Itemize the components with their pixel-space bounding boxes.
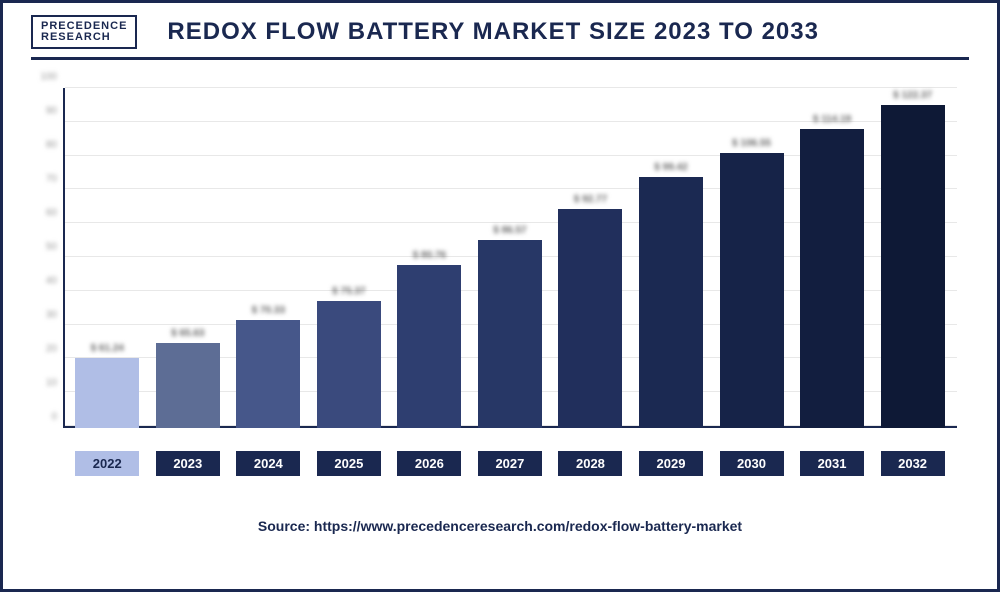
bar-value-label: $ 61.24: [91, 343, 124, 354]
chart-title: REDOX FLOW BATTERY MARKET SIZE 2023 TO 2…: [17, 18, 969, 46]
x-labels: 2022 2023 2024 2025 2026 2027 2028 2029 2030 2031…: [63, 438, 957, 478]
bar-group: $ 106.55: [716, 138, 788, 428]
x-label-box: 2028: [558, 451, 622, 476]
bar-group: $ 61.24: [71, 343, 143, 428]
x-label: 2024: [232, 438, 304, 478]
header: PRECEDENCE RESEARCH REDOX FLOW BATTERY M…: [3, 3, 997, 57]
x-label: 2032: [877, 438, 949, 478]
x-label-box: 2026: [397, 451, 461, 476]
bar: [800, 129, 864, 428]
x-label: 2030: [716, 438, 788, 478]
chart-container: PRECEDENCE RESEARCH REDOX FLOW BATTERY M…: [0, 0, 1000, 592]
y-tick-label: 100: [40, 72, 57, 83]
bar-value-label: $ 65.63: [171, 328, 204, 339]
bar-group: $ 122.37: [877, 90, 949, 428]
bar: [558, 209, 622, 428]
bar: [317, 301, 381, 429]
bar-group: $ 65.63: [152, 328, 224, 428]
bar-group: $ 86.57: [474, 225, 546, 428]
x-label-box: 2030: [720, 451, 784, 476]
bar: [720, 153, 784, 428]
divider: [31, 57, 969, 60]
bar: [881, 105, 945, 428]
y-tick-label: 10: [46, 378, 57, 389]
y-axis: 0102030405060708090100: [35, 88, 63, 428]
bar: [478, 240, 542, 428]
source-text: Source: https://www.precedenceresearch.c…: [3, 518, 997, 534]
y-tick-label: 90: [46, 106, 57, 117]
y-tick-label: 50: [46, 242, 57, 253]
x-label-box: 2029: [639, 451, 703, 476]
bar-value-label: $ 106.55: [732, 138, 771, 149]
x-label-box: 2032: [881, 451, 945, 476]
x-label: 2029: [635, 438, 707, 478]
bar-group: $ 114.19: [796, 114, 868, 428]
x-label: 2026: [393, 438, 465, 478]
bar: [639, 177, 703, 428]
x-label: 2023: [152, 438, 224, 478]
x-label: 2028: [554, 438, 626, 478]
bar-group: $ 70.33: [232, 305, 304, 428]
y-tick-label: 30: [46, 310, 57, 321]
x-label-box: 2022: [75, 451, 139, 476]
bar: [75, 358, 139, 428]
bar: [156, 343, 220, 428]
x-label: 2027: [474, 438, 546, 478]
x-label-box: 2023: [156, 451, 220, 476]
bar-value-label: $ 114.19: [813, 114, 851, 125]
x-label-box: 2031: [800, 451, 864, 476]
bar: [397, 265, 461, 428]
bar-group: $ 75.37: [313, 286, 385, 429]
bar: [236, 320, 300, 428]
bar-value-label: $ 75.37: [332, 286, 365, 297]
y-tick-label: 20: [46, 344, 57, 355]
bar-group: $ 99.42: [635, 162, 707, 428]
y-tick-label: 0: [51, 412, 57, 423]
bar-group: $ 80.76: [393, 250, 465, 428]
bar-value-label: $ 99.42: [654, 162, 687, 173]
bar-group: $ 92.77: [554, 194, 626, 428]
chart-area: 0102030405060708090100 $ 61.24$ 65.63$ 7…: [63, 88, 957, 478]
x-label: 2022: [71, 438, 143, 478]
x-label-box: 2024: [236, 451, 300, 476]
x-label-box: 2027: [478, 451, 542, 476]
y-tick-label: 40: [46, 276, 57, 287]
y-tick-label: 60: [46, 208, 57, 219]
x-label-box: 2025: [317, 451, 381, 476]
x-label: 2025: [313, 438, 385, 478]
bar-value-label: $ 92.77: [574, 194, 607, 205]
bar-value-label: $ 122.37: [893, 90, 932, 101]
bars: $ 61.24 $ 65.63 $ 70.33 $ 75.37 $ 80.76 $ 86.…: [63, 88, 957, 428]
y-tick-label: 70: [46, 174, 57, 185]
x-label: 2031: [796, 438, 868, 478]
bar-value-label: $ 86.57: [493, 225, 526, 236]
bar-value-label: $ 80.76: [413, 250, 446, 261]
bar-value-label: $ 70.33: [252, 305, 285, 316]
y-tick-label: 80: [46, 140, 57, 151]
